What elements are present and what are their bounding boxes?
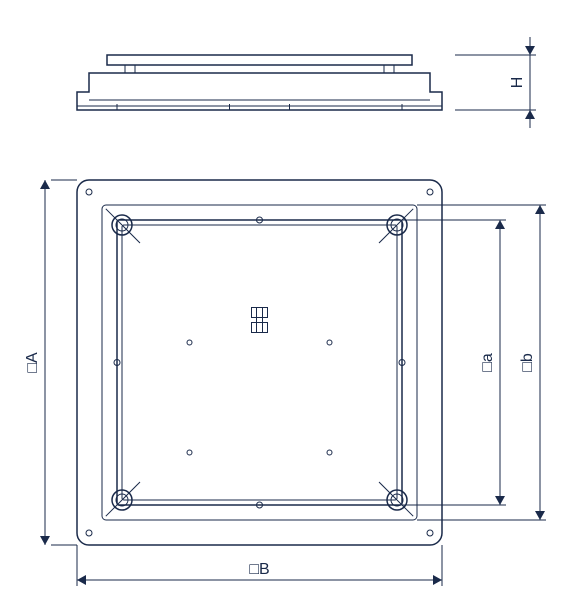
dim-A — [45, 180, 77, 545]
top-view — [77, 180, 442, 545]
label-a: □a — [479, 353, 496, 372]
label-B: □B — [249, 561, 269, 578]
label-b: □b — [519, 353, 536, 372]
side-view — [77, 55, 442, 110]
label-H: H — [509, 77, 526, 89]
label-A: □A — [24, 352, 41, 373]
